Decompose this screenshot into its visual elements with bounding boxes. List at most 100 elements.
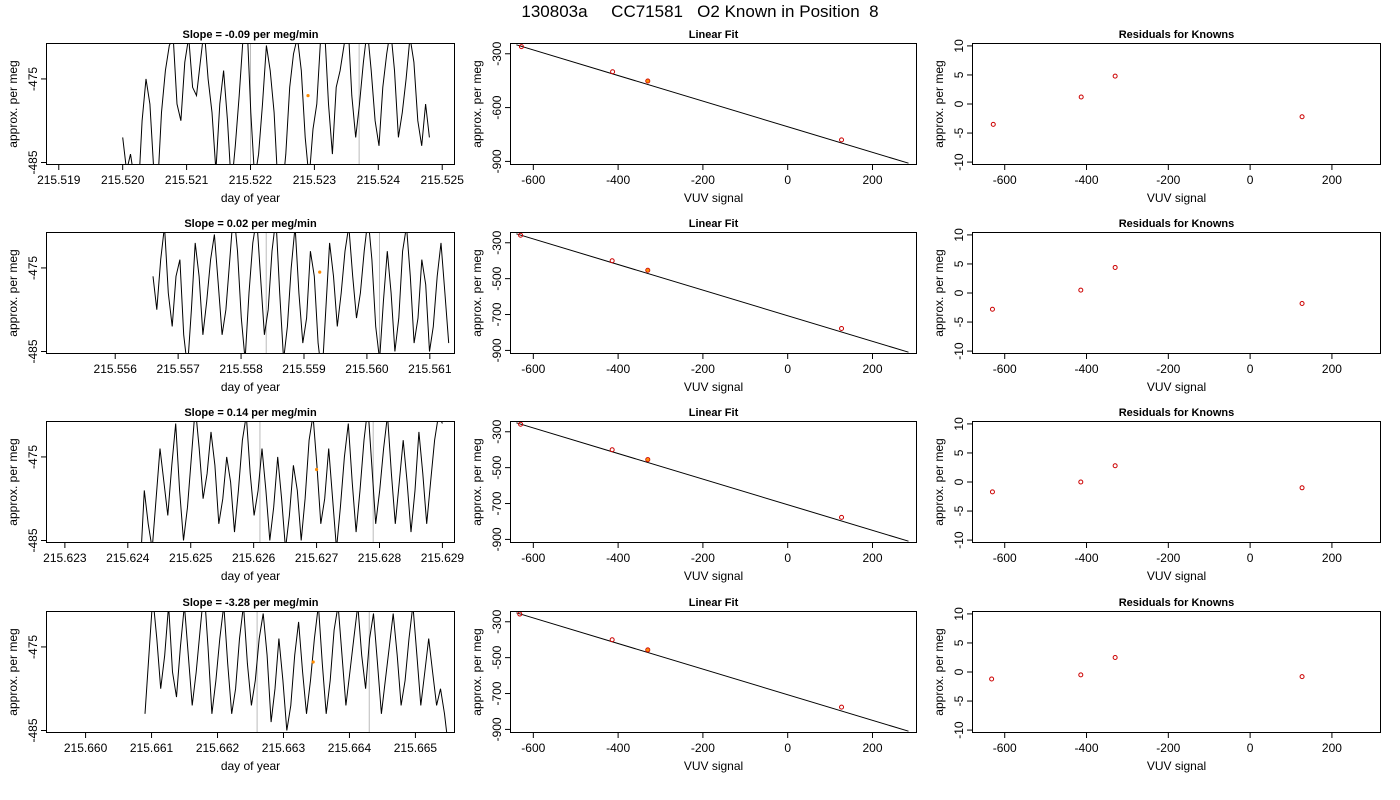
x-axis-label: VUV signal: [684, 569, 743, 583]
x-tick-label: 215.522: [229, 173, 273, 187]
y-tick-label: -900: [490, 717, 504, 741]
y-tick-label: -10: [952, 342, 966, 360]
panel-title: Linear Fit: [689, 597, 739, 609]
y-tick-label: 10: [952, 228, 966, 242]
plot-area: [989, 654, 1305, 682]
y-axis-label: approx. per meg: [932, 60, 946, 147]
data-point: [609, 447, 615, 453]
series-line: [122, 43, 430, 165]
y-tick-label: -475: [26, 256, 40, 280]
x-tick-label: 0: [784, 362, 791, 376]
x-tick-label: -600: [993, 173, 1017, 187]
x-tick-label: 200: [862, 551, 882, 565]
plot-frame: [46, 611, 455, 733]
x-tick-label: 215.664: [328, 741, 372, 755]
y-tick-label: 5: [952, 260, 966, 267]
highlight-point: [318, 270, 322, 274]
data-point: [610, 69, 616, 75]
highlight-point: [311, 660, 315, 664]
x-tick-label: -600: [521, 173, 545, 187]
panel-title: Slope = 0.02 per meg/min: [184, 218, 317, 230]
plot-frame: [972, 421, 1381, 543]
y-tick-label: -300: [490, 41, 504, 65]
chart-panel: -600 -400 -200 0 200 -900 -700 -500 -300 Linear F…: [470, 407, 917, 583]
y-tick-label: -5: [952, 695, 966, 706]
panel-title: Linear Fit: [689, 218, 739, 230]
y-tick-label: -485: [26, 339, 40, 363]
x-tick-label: 0: [1247, 551, 1254, 565]
plot-area: [516, 421, 909, 542]
x-axis-label: VUV signal: [1147, 191, 1206, 205]
x-tick-label: 200: [862, 173, 882, 187]
x-tick-label: 215.628: [358, 551, 402, 565]
data-point: [1299, 114, 1305, 120]
plot-area: [989, 463, 1305, 495]
y-tick-label: -700: [490, 491, 504, 515]
x-tick-label: -400: [606, 741, 630, 755]
x-tick-label: 215.629: [421, 551, 465, 565]
plot-frame: [510, 232, 917, 354]
y-tick-label: -485: [26, 150, 40, 174]
panel-title: Linear Fit: [689, 29, 739, 41]
panel-title: Linear Fit: [689, 407, 739, 419]
y-tick-label: -5: [952, 505, 966, 516]
data-point: [517, 611, 523, 617]
data-point: [609, 258, 615, 264]
y-tick-label: 0: [952, 668, 966, 675]
x-tick-label: 0: [1247, 362, 1254, 376]
data-point: [645, 647, 651, 653]
x-tick-label: -200: [1156, 741, 1180, 755]
y-tick-label: -10: [952, 153, 966, 171]
plot-frame: [510, 43, 917, 165]
data-point: [609, 637, 615, 643]
chart-panel: -600 -400 -200 0 200 -10 -5 0 5 10 Residuals for K…: [932, 597, 1381, 773]
highlight-point: [646, 457, 650, 462]
series-line: [141, 421, 443, 543]
data-point: [645, 457, 651, 463]
panel-title: Residuals for Knowns: [1119, 407, 1235, 419]
y-axis-label: approx. per meg: [6, 60, 20, 147]
y-axis-label: approx. per meg: [470, 249, 484, 336]
highlight-point: [306, 94, 310, 98]
y-tick-label: -500: [490, 455, 504, 479]
fit-line: [516, 612, 909, 732]
x-tick-label: 0: [784, 741, 791, 755]
x-tick-label: 0: [784, 551, 791, 565]
panel-title: Residuals for Knowns: [1119, 29, 1235, 41]
y-tick-label: -475: [26, 635, 40, 659]
y-tick-label: -485: [26, 718, 40, 742]
x-tick-label: -600: [993, 362, 1017, 376]
plot-frame: [46, 43, 455, 165]
y-tick-label: -5: [952, 127, 966, 138]
x-tick-label: -400: [1075, 551, 1099, 565]
y-tick-label: -5: [952, 316, 966, 327]
x-axis-label: VUV signal: [684, 191, 743, 205]
y-axis-label: approx. per meg: [470, 438, 484, 525]
y-tick-label: -600: [490, 95, 504, 119]
data-point: [839, 326, 845, 332]
fit-line: [516, 422, 909, 542]
y-tick-label: 0: [952, 289, 966, 296]
y-axis-label: approx. per meg: [470, 628, 484, 715]
plot-area: [141, 421, 443, 543]
plot-frame: [510, 611, 917, 733]
x-axis-label: VUV signal: [684, 759, 743, 773]
x-axis-label: VUV signal: [1147, 380, 1206, 394]
x-tick-label: 215.559: [282, 362, 326, 376]
y-tick-label: -900: [490, 338, 504, 362]
x-tick-label: 215.561: [408, 362, 452, 376]
x-tick-label: 215.557: [156, 362, 200, 376]
x-tick-label: -400: [606, 173, 630, 187]
series-line: [144, 611, 448, 733]
x-tick-label: -600: [521, 362, 545, 376]
x-tick-label: -200: [691, 362, 715, 376]
y-tick-label: -300: [490, 230, 504, 254]
chart-panel: 215.556 215.557 215.558 215.559 215.560 215.5…: [6, 218, 455, 394]
x-tick-label: -200: [691, 551, 715, 565]
y-tick-label: -475: [26, 445, 40, 469]
data-point: [1112, 73, 1118, 79]
y-tick-label: -475: [26, 67, 40, 91]
x-tick-label: 215.624: [106, 551, 150, 565]
x-tick-label: -600: [521, 741, 545, 755]
